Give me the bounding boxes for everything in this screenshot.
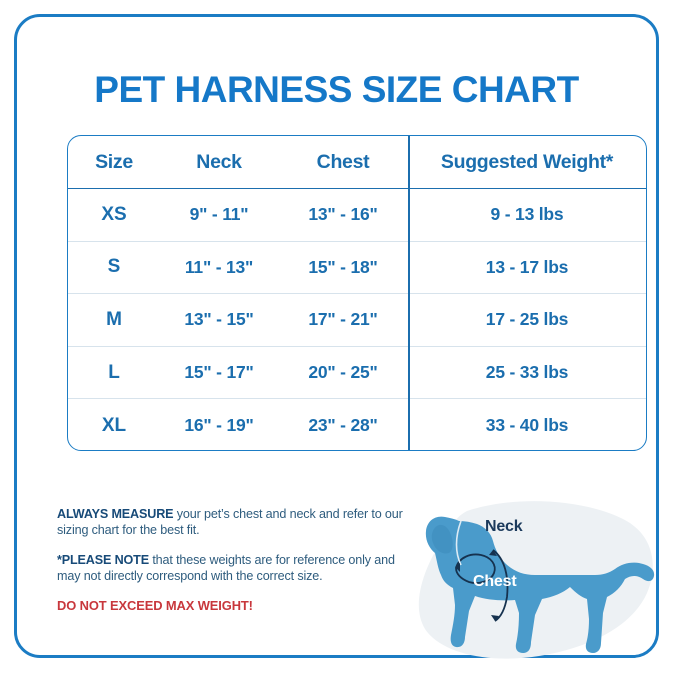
table-row: XL 16" - 19" 23" - 28" 33 - 40 lbs bbox=[68, 399, 646, 450]
dog-silhouette bbox=[425, 516, 655, 653]
header-neck: Neck bbox=[196, 150, 242, 173]
cell-chest: 23" - 28" bbox=[308, 415, 378, 436]
cell-weight: 13 - 17 lbs bbox=[485, 256, 569, 277]
neck-measure-highlight bbox=[455, 520, 462, 566]
note-always-measure-text: your pet’s chest and neck and refer to o… bbox=[57, 507, 403, 538]
table-header-row: Size Neck Chest Suggested Weight* bbox=[68, 136, 646, 189]
note-please-note: *PLEASE NOTE that these weights are for … bbox=[57, 552, 412, 585]
cell-weight: 25 - 33 lbs bbox=[485, 362, 569, 383]
chest-measure-line bbox=[492, 549, 509, 622]
dog-illustration: Neck Chest bbox=[415, 493, 663, 665]
neck-measure-line bbox=[455, 553, 496, 584]
cell-neck: 11" - 13" bbox=[184, 256, 254, 277]
header-chest: Chest bbox=[316, 150, 370, 173]
cell-size: S bbox=[107, 256, 121, 278]
footer-notes: ALWAYS MEASURE your pet’s chest and neck… bbox=[57, 506, 412, 613]
cell-size: XS bbox=[101, 203, 127, 225]
warning-max-weight: DO NOT EXCEED MAX WEIGHT! bbox=[57, 597, 253, 613]
header-weight: Suggested Weight* bbox=[440, 150, 614, 173]
cell-chest: 17" - 21" bbox=[308, 309, 378, 330]
cell-neck: 9" - 11" bbox=[189, 204, 249, 225]
dog-ear bbox=[431, 524, 453, 554]
cell-chest: 13" - 16" bbox=[308, 204, 378, 225]
cell-weight: 9 - 13 lbs bbox=[490, 204, 564, 225]
cell-chest: 20" - 25" bbox=[308, 362, 378, 383]
cell-size: M bbox=[106, 308, 122, 330]
table-row: M 13" - 15" 17" - 21" 17 - 25 lbs bbox=[68, 294, 646, 347]
neck-label: Neck bbox=[485, 518, 523, 535]
cell-chest: 15" - 18" bbox=[308, 256, 378, 277]
neck-arrow-head bbox=[455, 563, 460, 572]
chart-frame: PET HARNESS SIZE CHART Size Neck Chest S… bbox=[14, 14, 659, 659]
table-column-divider bbox=[408, 136, 410, 450]
cell-size: L bbox=[108, 361, 120, 383]
page-title: PET HARNESS SIZE CHART bbox=[94, 69, 579, 110]
note-always-measure-bold: ALWAYS MEASURE bbox=[57, 507, 174, 521]
chest-arrow-head-top bbox=[489, 550, 497, 556]
note-always-measure: ALWAYS MEASURE your pet’s chest and neck… bbox=[57, 506, 412, 539]
chest-arrow-head bbox=[491, 615, 499, 621]
cell-neck: 16" - 19" bbox=[184, 415, 254, 436]
cell-size: XL bbox=[101, 414, 127, 436]
note-please-note-bold: *PLEASE NOTE bbox=[57, 552, 149, 567]
size-chart-table: Size Neck Chest Suggested Weight* XS 9" … bbox=[67, 135, 647, 451]
note-please-note-text: that these weights are for reference onl… bbox=[57, 552, 395, 584]
cell-weight: 33 - 40 lbs bbox=[485, 415, 569, 436]
cell-weight: 17 - 25 lbs bbox=[485, 309, 569, 330]
dog-diagram-svg bbox=[418, 501, 655, 659]
header-size: Size bbox=[95, 150, 133, 173]
chest-label: Chest bbox=[473, 573, 517, 590]
cell-neck: 13" - 15" bbox=[184, 309, 254, 330]
table-row: S 11" - 13" 15" - 18" 13 - 17 lbs bbox=[68, 242, 646, 295]
table-row: L 15" - 17" 20" - 25" 25 - 33 lbs bbox=[68, 347, 646, 400]
cell-neck: 15" - 17" bbox=[184, 362, 254, 383]
table-row: XS 9" - 11" 13" - 16" 9 - 13 lbs bbox=[68, 189, 646, 242]
